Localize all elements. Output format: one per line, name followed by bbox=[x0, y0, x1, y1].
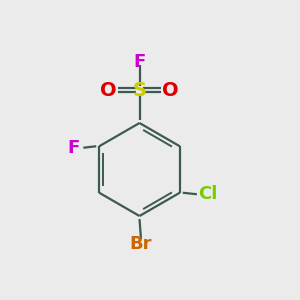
Text: F: F bbox=[68, 139, 80, 157]
Text: Cl: Cl bbox=[198, 185, 217, 203]
Text: O: O bbox=[100, 80, 117, 100]
Text: F: F bbox=[134, 52, 146, 70]
Text: S: S bbox=[133, 80, 146, 100]
Text: O: O bbox=[162, 80, 179, 100]
Text: Br: Br bbox=[130, 235, 152, 253]
